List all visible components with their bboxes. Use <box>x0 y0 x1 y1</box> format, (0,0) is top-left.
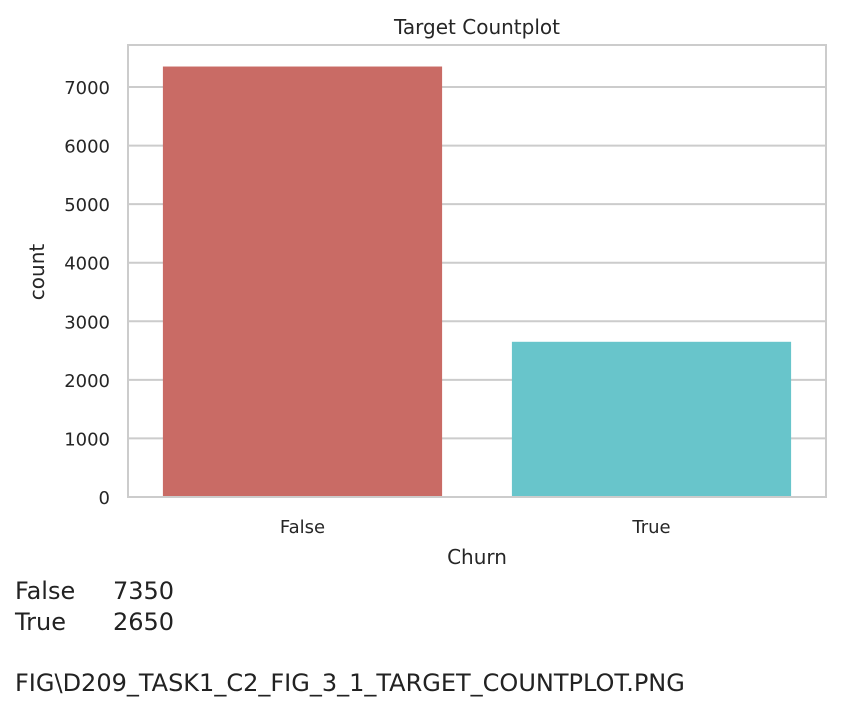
x-tick-label: False <box>280 517 325 538</box>
bars <box>162 66 792 498</box>
y-tick-labels: 0 1000 2000 3000 4000 5000 6000 7000 <box>64 78 110 509</box>
bar-true <box>511 341 792 497</box>
output-key: True <box>15 608 66 636</box>
x-tick-labels: False True <box>280 517 671 538</box>
output-value: 2650 <box>113 608 175 636</box>
y-tick-label: 3000 <box>64 312 110 333</box>
value-counts-output: False 7350 True 2650 <box>15 576 174 638</box>
y-tick-label: 1000 <box>64 429 110 450</box>
y-axis-label: count <box>25 244 49 301</box>
y-tick-label: 4000 <box>64 254 110 275</box>
y-tick-label: 7000 <box>64 78 110 99</box>
bar-false <box>162 66 443 498</box>
output-row-true: True 2650 <box>15 607 174 638</box>
plot-frame <box>127 44 827 498</box>
output-value: 7350 <box>113 577 175 605</box>
x-axis-label: Churn <box>447 545 507 569</box>
x-tick-label: True <box>631 517 670 538</box>
y-tick-label: 0 <box>99 488 110 509</box>
chart-title: Target Countplot <box>393 15 560 39</box>
output-row-false: False 7350 <box>15 576 174 607</box>
countplot-chart: Target Countplot 0 1000 2000 3000 4000 5000 60… <box>25 15 827 569</box>
y-tick-label: 5000 <box>64 195 110 216</box>
figure-caption: FIG\D209_TASK1_C2_FIG_3_1_TARGET_COUNTPL… <box>15 669 685 697</box>
output-key: False <box>15 577 76 605</box>
y-tick-label: 2000 <box>64 371 110 392</box>
y-tick-label: 6000 <box>64 137 110 158</box>
